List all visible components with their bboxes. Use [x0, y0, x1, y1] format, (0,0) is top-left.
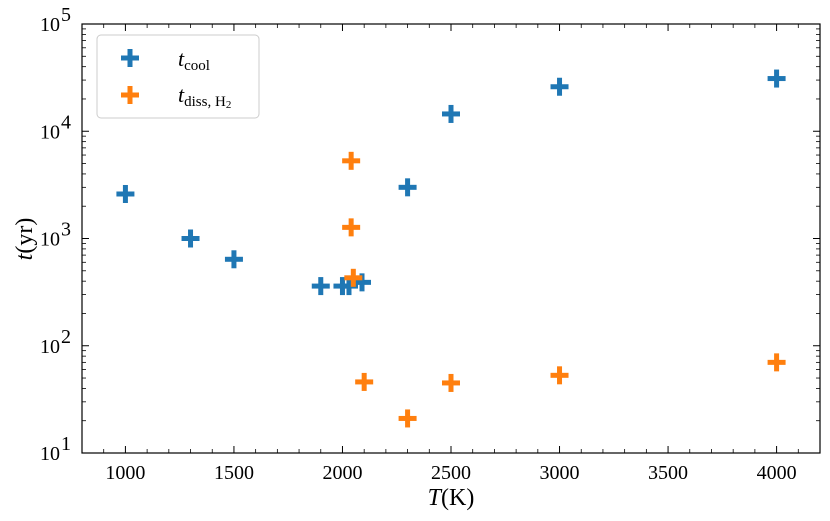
legend-label-diss: tdiss, H2 [178, 82, 231, 111]
diss-point [342, 151, 361, 170]
legend-marker-cool [121, 49, 139, 67]
data-points [116, 69, 786, 428]
legend-cool-main: t [178, 46, 185, 71]
legend-diss-sub: diss, H [184, 94, 226, 110]
x-tick-labels: 1000 1500 2000 2500 3000 3500 4000 [105, 462, 796, 484]
y-axis-unit: (yr) [12, 218, 38, 254]
cool-point [181, 229, 200, 248]
y-axis-var: t [12, 252, 38, 260]
y-tick-exponent: 1 [61, 433, 71, 455]
diss-point [342, 218, 361, 237]
y-tick-label: 10 [40, 229, 60, 251]
x-tick-label: 4000 [757, 462, 797, 484]
x-tick-label: 2000 [322, 462, 362, 484]
x-tick-label: 3500 [648, 462, 688, 484]
legend-cool-sub: cool [184, 58, 210, 74]
cool-point [224, 250, 243, 269]
x-axis-unit: (K) [441, 485, 474, 511]
diss-point [398, 409, 417, 428]
y-tick-exponent: 3 [61, 219, 71, 241]
x-tick-label: 1000 [105, 462, 145, 484]
y-tick-label: 10 [40, 336, 60, 358]
y-tick-exponent: 5 [61, 4, 71, 26]
diss-point [767, 353, 786, 372]
legend: tcool tdiss, H2 [96, 34, 260, 119]
x-tick-label: 2500 [431, 462, 471, 484]
diss-point [442, 373, 460, 392]
cool-point [442, 104, 460, 123]
cool-point [311, 277, 330, 296]
axis-ticks [82, 23, 820, 454]
x-axis-var: T [428, 485, 443, 511]
y-tick-exponent: 4 [61, 111, 71, 133]
y-axis-label: t(yr) [12, 218, 38, 261]
cool-point [353, 273, 372, 292]
diss-point [344, 268, 363, 287]
legend-marker-diss [121, 86, 139, 104]
diss-point [550, 366, 569, 385]
cool-point [116, 184, 135, 203]
y-tick-label: 10 [40, 443, 60, 465]
y-tick-label: 10 [40, 14, 60, 36]
legend-label-cool: tcool [178, 46, 210, 74]
cool-point [398, 178, 417, 197]
y-tick-label: 10 [40, 121, 60, 143]
legend-diss-main: t [178, 82, 185, 107]
diss-point [355, 372, 374, 391]
legend-diss-sub2: 2 [226, 99, 232, 111]
y-tick-exponent: 2 [61, 326, 71, 348]
legend-markers [121, 49, 139, 104]
cool-point [339, 277, 358, 296]
x-tick-label: 1500 [214, 462, 254, 484]
x-axis-label: T(K) [428, 485, 475, 511]
cool-point [767, 69, 786, 88]
x-tick-label: 3000 [540, 462, 580, 484]
cool-point [550, 77, 569, 96]
